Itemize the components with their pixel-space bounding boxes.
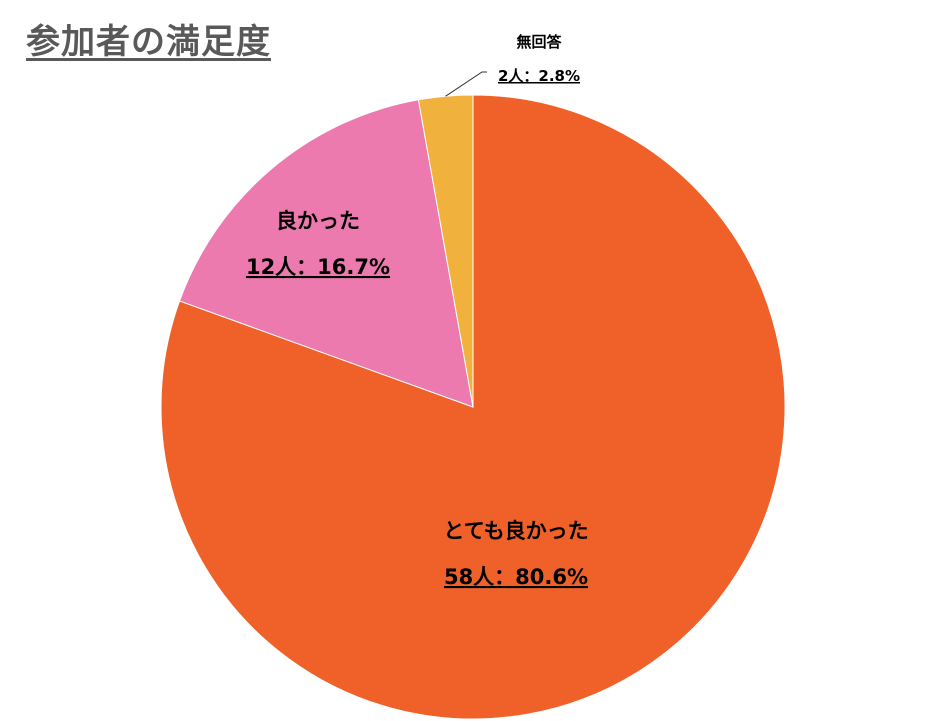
pie-slices <box>160 94 786 720</box>
chart-title: 参加者の満足度 <box>26 22 271 62</box>
slice-value-label-0: 58人：80.6% <box>444 565 588 589</box>
slice-label-2: 無回答 <box>516 33 562 51</box>
slice-value-label-2: 2人：2.8% <box>498 67 580 85</box>
slice-label-1: 良かった <box>276 209 360 233</box>
leader-line-2 <box>445 71 487 97</box>
slice-label-0: とても良かった <box>443 519 588 543</box>
pie-labels: とても良かった 58人：80.6% 良かった 12人：16.7% 無回答 2人：2.8% <box>246 33 589 589</box>
pie-slice-1 <box>178 99 474 408</box>
slice-value-label-1: 12人：16.7% <box>246 255 390 279</box>
